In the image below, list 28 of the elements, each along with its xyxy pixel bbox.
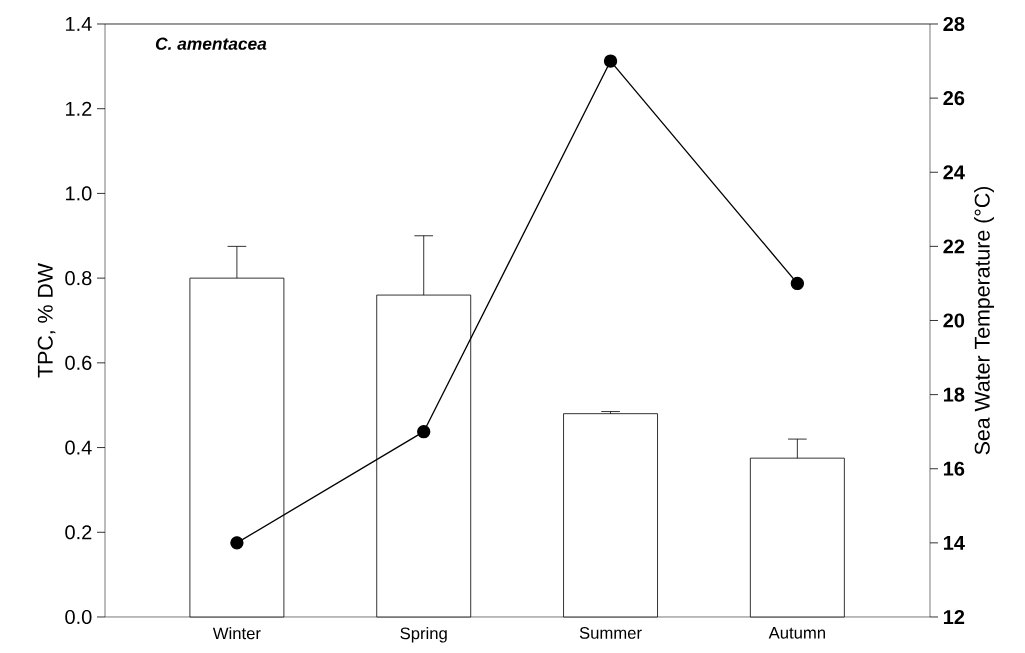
point: [417, 425, 431, 439]
y-tick-label: 1.4: [66, 17, 92, 31]
y2-tick-label: 26: [943, 91, 965, 106]
y2-tick-label: 20: [943, 313, 965, 328]
y-axis-title: TPC, % DW: [37, 263, 56, 378]
y2-tick-label: 24: [943, 165, 965, 180]
y2-tick-label: 18: [943, 387, 965, 402]
x-tick-label: Summer: [579, 627, 642, 639]
y2-tick-label: 12: [943, 610, 965, 624]
y-tick-label: 1.2: [66, 101, 92, 116]
point: [603, 54, 618, 68]
y2-tick-label: 22: [943, 239, 965, 254]
y-tick-label: 0.6: [65, 355, 92, 370]
y2-tick-label: 28: [943, 16, 965, 32]
y-tick-label: 0.4: [65, 440, 92, 455]
y2-tick-label: 16: [943, 461, 965, 476]
y2-axis-title: Sea Water Temperature (°C): [974, 186, 994, 455]
x-tick-label: Autumn: [768, 627, 825, 639]
y-tick-label: 0.2: [65, 525, 92, 540]
y-tick-label: 1.0: [66, 186, 92, 201]
x-tick-label: Winter: [212, 627, 261, 640]
point: [230, 536, 244, 550]
y-tick-label: 0.0: [65, 609, 92, 625]
point: [790, 276, 805, 291]
y2-tick-label: 14: [943, 535, 965, 550]
y-tick-label: 0.8: [65, 271, 92, 286]
x-tick-label: Spring: [400, 627, 447, 643]
annotation: C. amentacea: [155, 37, 267, 50]
